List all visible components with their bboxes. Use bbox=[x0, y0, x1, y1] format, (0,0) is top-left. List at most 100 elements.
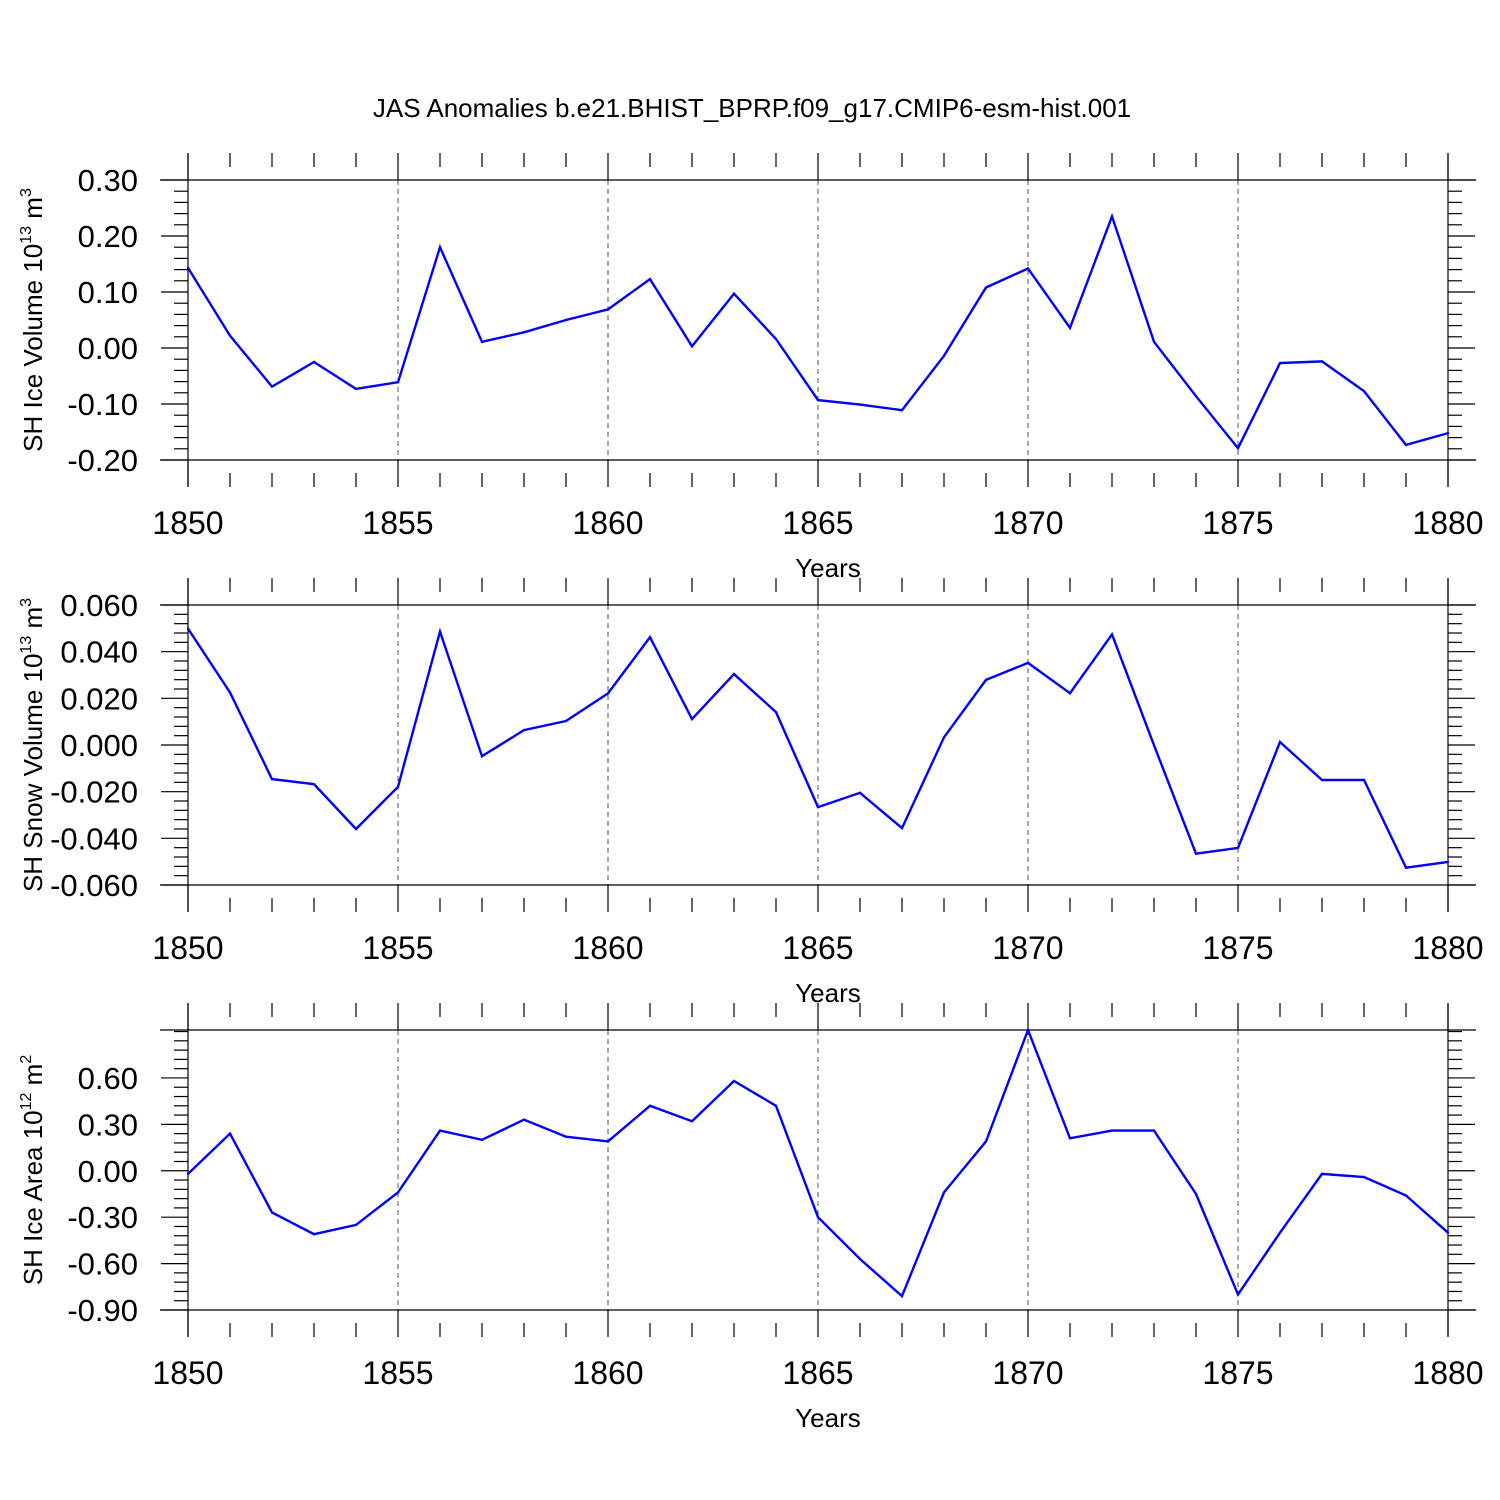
y-tick-label: -0.020 bbox=[50, 775, 138, 810]
data-point bbox=[1362, 1175, 1366, 1179]
data-point bbox=[1110, 1129, 1114, 1132]
y-tick-label: -0.30 bbox=[67, 1200, 138, 1235]
data-point bbox=[354, 827, 358, 831]
x-tick-label: 1860 bbox=[572, 930, 643, 966]
y-axis-title: SH Ice Area 1012 m2 bbox=[18, 1055, 48, 1286]
x-tick-label: 1870 bbox=[992, 930, 1063, 966]
x-tick-label: 1855 bbox=[362, 930, 433, 966]
data-point bbox=[1278, 361, 1282, 365]
x-tick-label: 1865 bbox=[782, 505, 853, 541]
data-point bbox=[438, 246, 442, 249]
data-point bbox=[186, 1172, 190, 1176]
data-point bbox=[1236, 846, 1240, 850]
data-point bbox=[354, 387, 358, 391]
y-tick-label: 0.020 bbox=[60, 681, 138, 716]
data-point bbox=[1446, 1231, 1450, 1234]
x-tick-label: 1875 bbox=[1202, 930, 1273, 966]
data-point bbox=[858, 1257, 862, 1261]
data-point bbox=[1404, 1194, 1408, 1197]
data-point bbox=[480, 755, 484, 758]
panel-3: 1850 1855 1860 1865 1870 1875 1880 -0.90 -0.60 -0… bbox=[18, 1003, 1484, 1433]
x-tick-label: 1880 bbox=[1412, 505, 1483, 541]
data-point bbox=[522, 1118, 526, 1121]
data-point bbox=[1446, 860, 1450, 864]
y-tick-label: -0.90 bbox=[67, 1293, 138, 1328]
x-tick-label: 1870 bbox=[992, 1355, 1063, 1391]
y-tick-label: 0.040 bbox=[60, 635, 138, 670]
data-point bbox=[1320, 360, 1324, 363]
data-point bbox=[1320, 1172, 1324, 1176]
y-tick-label: 0.30 bbox=[78, 163, 138, 198]
data-point bbox=[186, 627, 190, 630]
data-point bbox=[690, 717, 694, 721]
panel-1: 1850 1855 1860 1865 1870 1875 1880 -0.20 -0.10 0.… bbox=[18, 153, 1484, 583]
x-tick-label: 1880 bbox=[1412, 1355, 1483, 1391]
x-tick-label: 1880 bbox=[1412, 930, 1483, 966]
data-point bbox=[1278, 740, 1282, 744]
y-tick-label: 0.00 bbox=[78, 1154, 138, 1189]
data-point bbox=[1404, 866, 1408, 869]
y-tick-label: 0.30 bbox=[78, 1107, 138, 1142]
data-point bbox=[774, 337, 778, 341]
data-point bbox=[522, 728, 526, 732]
data-point bbox=[1320, 778, 1324, 782]
x-tick-label: 1850 bbox=[152, 505, 223, 541]
data-point bbox=[942, 736, 946, 739]
data-point bbox=[1362, 778, 1366, 782]
data-point bbox=[1404, 443, 1408, 447]
data-point bbox=[228, 691, 232, 694]
data-point bbox=[816, 805, 820, 809]
data-point bbox=[648, 1104, 652, 1108]
data-point bbox=[564, 719, 568, 723]
y-tick-label: -0.040 bbox=[50, 821, 138, 856]
data-point bbox=[1068, 1137, 1072, 1140]
y-tick-label: -0.60 bbox=[67, 1247, 138, 1282]
data-point bbox=[564, 1135, 568, 1138]
y-tick-label: 0.10 bbox=[78, 275, 138, 310]
data-point bbox=[732, 1079, 736, 1083]
data-point bbox=[480, 340, 484, 344]
data-point bbox=[1026, 1028, 1030, 1032]
data-point bbox=[606, 1140, 610, 1143]
data-point bbox=[732, 292, 736, 295]
x-axis-title: Years bbox=[795, 553, 861, 583]
data-point bbox=[396, 380, 400, 384]
figure-title: JAS Anomalies b.e21.BHIST_BPRP.f09_g17.C… bbox=[373, 93, 1131, 123]
data-point bbox=[774, 1104, 778, 1108]
data-point bbox=[396, 1191, 400, 1194]
x-tick-label: 1855 bbox=[362, 1355, 433, 1391]
data-point bbox=[1236, 1293, 1240, 1296]
data-point bbox=[648, 636, 652, 639]
y-tick-label: -0.060 bbox=[50, 868, 138, 903]
data-point bbox=[648, 277, 652, 281]
y-tick-label: -0.20 bbox=[67, 443, 138, 478]
data-point bbox=[1362, 389, 1366, 393]
data-point bbox=[438, 630, 442, 633]
data-point bbox=[984, 678, 988, 682]
data-point bbox=[312, 360, 316, 364]
x-tick-label: 1875 bbox=[1202, 505, 1273, 541]
y-axis-title: SH Snow Volume 1013 m3 bbox=[18, 598, 48, 892]
data-point bbox=[774, 710, 778, 714]
y-tick-label: -0.10 bbox=[67, 387, 138, 422]
data-point bbox=[900, 1294, 904, 1298]
data-point bbox=[984, 286, 988, 289]
data-point bbox=[1026, 267, 1030, 270]
data-point bbox=[228, 1132, 232, 1135]
data-point bbox=[900, 408, 904, 412]
data-point bbox=[1068, 692, 1072, 695]
data-point bbox=[942, 354, 946, 358]
data-point bbox=[606, 692, 610, 695]
data-point bbox=[984, 1140, 988, 1143]
y-tick-label: 0.000 bbox=[60, 728, 138, 763]
data-point bbox=[312, 783, 316, 786]
x-tick-label: 1865 bbox=[782, 930, 853, 966]
data-point bbox=[1110, 633, 1114, 636]
data-point bbox=[396, 785, 400, 788]
data-point bbox=[522, 331, 526, 334]
data-point bbox=[816, 1215, 820, 1219]
data-point bbox=[1152, 744, 1156, 747]
data-point bbox=[1236, 447, 1240, 450]
